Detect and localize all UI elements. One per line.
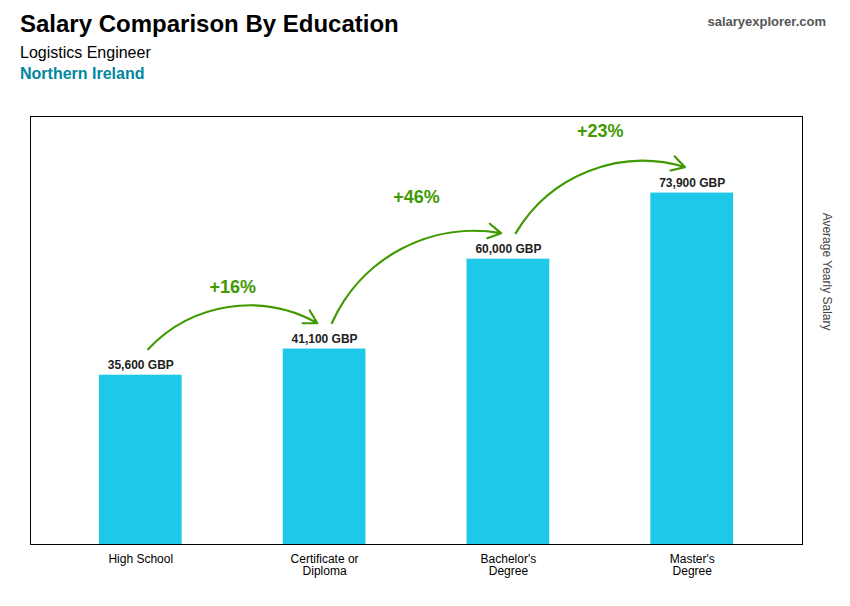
svg-text:High School: High School [108, 552, 173, 566]
svg-text:73,900 GBP: 73,900 GBP [659, 176, 725, 190]
svg-text:Bachelor'sDegree: Bachelor'sDegree [481, 552, 537, 578]
html-text:Northern Ireland: Northern Ireland [20, 65, 145, 82]
svg-text:Average Yearly Salary: Average Yearly Salary [820, 213, 834, 331]
svg-text:+23%: +23% [577, 121, 624, 141]
html-text:Salary Comparison By Education: Salary Comparison By Education [20, 10, 399, 37]
svg-text:Master'sDegree: Master'sDegree [670, 552, 715, 578]
svg-text:+16%: +16% [209, 277, 256, 297]
svg-text:Certificate orDiploma: Certificate orDiploma [291, 552, 359, 578]
svg-text:+46%: +46% [393, 187, 440, 207]
svg-text:35,600 GBP: 35,600 GBP [108, 358, 174, 372]
svg-text:41,100 GBP: 41,100 GBP [292, 332, 358, 346]
html-text:salaryexplorer.com: salaryexplorer.com [707, 14, 826, 29]
svg-text:60,000 GBP: 60,000 GBP [475, 242, 541, 256]
html-text:Logistics Engineer: Logistics Engineer [20, 44, 151, 61]
